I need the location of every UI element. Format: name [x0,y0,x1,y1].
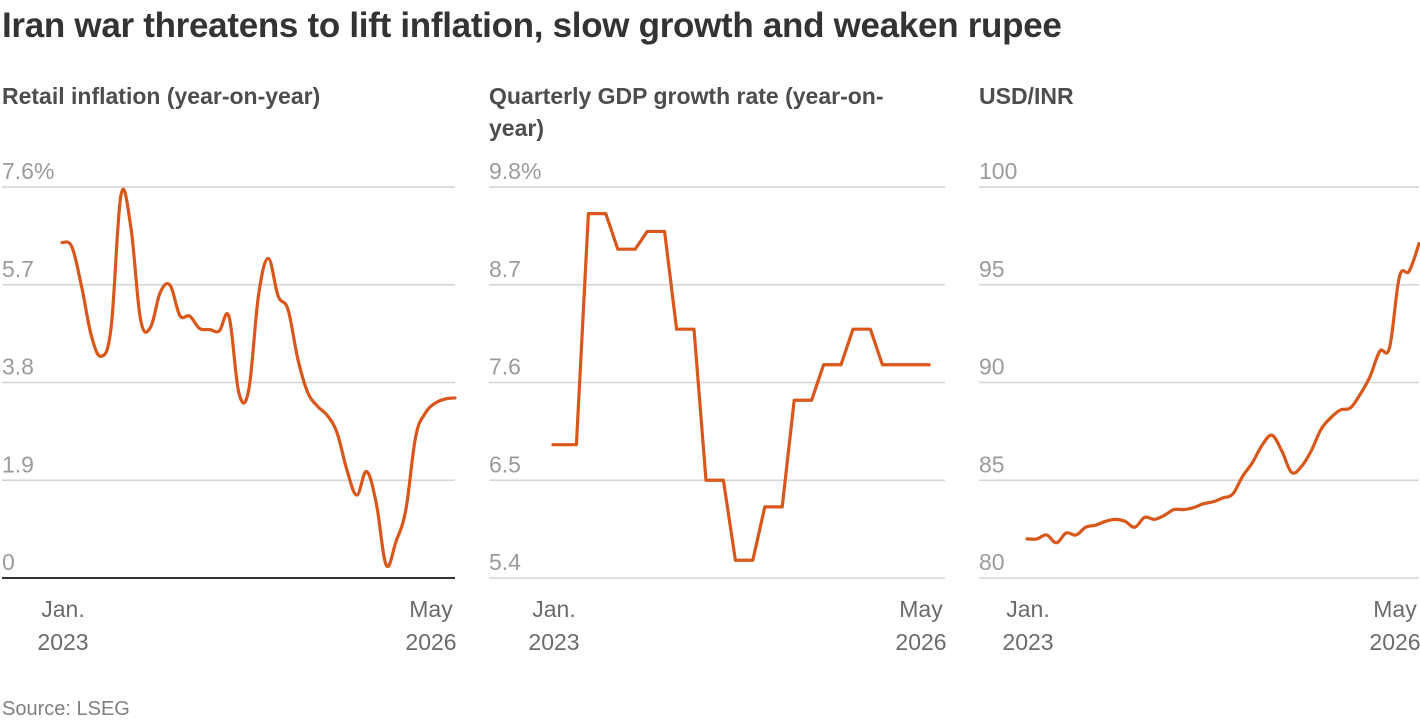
gdp-panel: 9.8% 8.7 7.6 6.5 5.4 Jan. 2023 May 2026 [489,158,947,655]
usdinr-x-tick-label: May [1373,596,1417,622]
panel-title-inflation: Retail inflation (year-on-year) [2,83,321,109]
inflation-x-tick-label: 2023 [37,629,88,655]
gdp-series-line [551,212,931,562]
panel-title-gdp: Quarterly GDP growth rate (year-on-year) [489,83,884,141]
gdp-y-tick-label: 6.5 [489,451,521,477]
usdinr-x-tick-label: 2023 [1002,629,1053,655]
panel-title-usdinr: USD/INR [979,83,1074,109]
gdp-y-tick-label: 7.6 [489,354,521,380]
gdp-y-tick-label: 5.4 [489,549,521,575]
gdp-x-tick-label: Jan. [532,596,575,622]
gdp-y-tick-label: 9.8% [489,158,541,184]
usdinr-y-tick-label: 90 [979,354,1005,380]
inflation-y-tick-label: 0 [2,549,15,575]
gdp-y-tick-label: 8.7 [489,256,521,282]
gdp-x-tick-label: 2026 [895,629,946,655]
inflation-x-tick-label: Jan. [41,596,84,622]
inflation-series-line [60,187,457,569]
inflation-y-tick-label: 1.9 [2,451,34,477]
source-note: Source: LSEG [2,698,130,720]
usdinr-y-tick-label: 95 [979,256,1005,282]
inflation-x-tick-label: 2026 [405,629,456,655]
usdinr-y-tick-label: 100 [979,158,1017,184]
chart-title: Iran war threatens to lift inflation, sl… [2,6,1062,45]
usdinr-x-tick-label: Jan. [1006,596,1049,622]
inflation-y-tick-label: 3.8 [2,354,34,380]
usdinr-x-tick-label: 2026 [1369,629,1420,655]
inflation-x-tick-label: May [409,596,453,622]
usdinr-y-tick-label: 85 [979,451,1005,477]
gdp-x-tick-label: May [899,596,943,622]
usdinr-y-tick-label: 80 [979,549,1005,575]
inflation-y-tick-label: 7.6% [2,158,54,184]
inflation-y-tick-label: 5.7 [2,256,34,282]
inflation-panel: 7.6% 5.7 3.8 1.9 0 Jan. 2023 May 2026 [2,158,457,655]
usdinr-series-line [1025,242,1420,545]
gdp-x-tick-label: 2023 [528,629,579,655]
